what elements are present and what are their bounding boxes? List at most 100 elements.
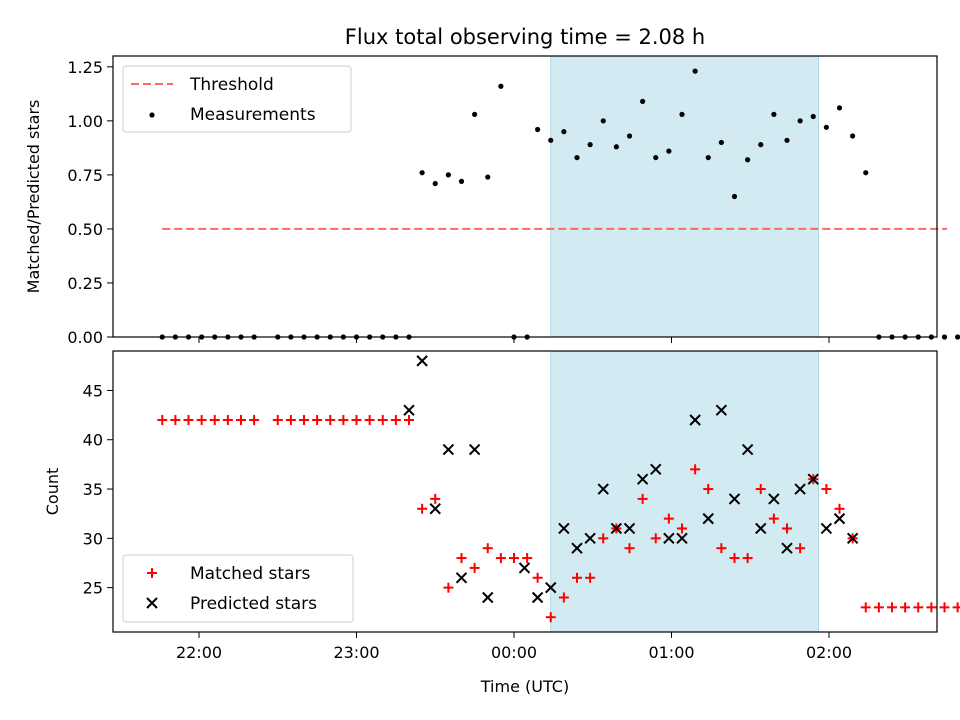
chart-title: Flux total observing time = 2.08 h [345,25,705,49]
cross-stroke-b [482,591,494,604]
cross-stroke-b [636,473,649,485]
matched-stars-point [338,415,349,426]
matched-stars-point [390,415,401,426]
legend-measurement-label: Measurements [190,105,316,125]
matched-stars-point [532,572,543,583]
x-axis-label: Time (UTC) [480,677,569,696]
x-tick-label: 23:00 [333,643,379,662]
measurement-point [836,105,843,111]
observing-window-band [550,55,819,338]
legend-measurement-swatch [149,112,155,118]
matched-stars-point [249,415,260,426]
predicted-stars-point [663,532,675,545]
matched-stars-point [624,543,635,554]
y-tick-label: 1.00 [67,112,103,131]
predicted-stars-point [571,542,583,554]
cross-stroke-b [455,572,468,584]
matched-stars-point [157,415,168,426]
measurement-point [445,172,451,178]
matched-stars-point [312,415,323,426]
cross-stroke-b [442,443,455,456]
matched-stars-point [572,572,582,583]
predicted-stars-point [728,493,741,505]
legend-predicted-swatch [146,597,158,609]
matched-stars-point [558,592,569,603]
predicted-stars-point [482,591,494,604]
y-tick-label: 45 [83,381,103,400]
cross-stroke-b [794,483,806,495]
matched-stars-point [585,572,596,583]
cross-stroke-b [689,414,701,426]
predicted-stars-point [429,503,441,515]
predicted-stars-point [781,542,793,554]
cross-stroke-b [545,581,557,594]
y-tick-label: 0.25 [67,274,103,293]
measurement-point [419,170,425,176]
cross-stroke-b [663,532,675,545]
measurement-point [784,137,790,143]
predicted-stars-point [610,522,623,535]
matched-stars-point [860,602,871,613]
predicted-stars-point [820,522,833,535]
y-tick-label: 25 [83,579,103,598]
measurement-point [810,113,816,120]
legend-frame [122,65,352,133]
matched-stars-point [456,553,467,564]
cross-stroke-b [531,591,544,604]
cross-stroke-b [676,532,688,545]
y-tick-label: 35 [83,480,103,499]
matched-stars-point [821,484,832,495]
matched-stars-point [887,602,897,613]
cross-stroke-b [597,483,609,495]
predicted-stars-point [741,443,754,456]
matched-stars-point [196,415,207,426]
matched-stars-point [782,523,792,534]
predicted-stars-point [403,404,415,416]
measurement-point [574,154,580,161]
matched-stars-point [482,543,493,554]
matched-stars-point [417,503,428,514]
legend-matched-swatch [147,568,157,578]
matched-stars-point [952,602,960,613]
measurement-point [731,193,738,200]
cross-stroke-b [741,443,754,456]
measurement-point [640,98,646,104]
legend-matched-label: Matched stars [190,564,310,584]
predicted-stars-point [468,443,481,456]
predicted-stars-point [597,483,609,495]
cross-stroke-b [846,532,859,545]
matched-stars-point [755,484,766,495]
predicted-stars-point [545,581,557,594]
predicted-stars-point [558,522,570,535]
cross-stroke-b [623,522,636,535]
measurement-point [771,111,777,117]
measurement-point [955,334,960,340]
matched-stars-point [351,415,362,426]
cross-stroke-b [146,597,158,609]
observing-window-band [550,350,819,633]
legend-threshold-label: Threshold [189,75,274,95]
matched-stars-point [900,602,911,613]
matched-stars-point [364,415,375,426]
legend-predicted-label: Predicted stars [190,594,317,614]
matched-stars-point [545,612,556,623]
x-tick-label: 00:00 [491,643,537,662]
measurement-point [666,148,672,154]
predicted-stars-point [584,532,596,545]
matched-stars-point [509,553,519,564]
predicted-stars-point [636,473,649,485]
matched-stars-point [443,582,454,593]
matched-stars-point [650,533,661,544]
predicted-stars-point [531,591,544,604]
y-tick-label: 40 [83,431,103,450]
measurement-point [587,142,593,148]
measurement-point [850,133,856,139]
matched-stars-point [637,493,648,504]
matched-stars-point [795,543,806,554]
matched-stars-point [222,415,233,426]
cross-stroke-b [468,443,481,456]
y-tick-label: 0.75 [67,166,103,185]
measurement-point [823,124,829,130]
y-tick-label: 30 [83,529,103,548]
predicted-stars-point [623,522,636,535]
